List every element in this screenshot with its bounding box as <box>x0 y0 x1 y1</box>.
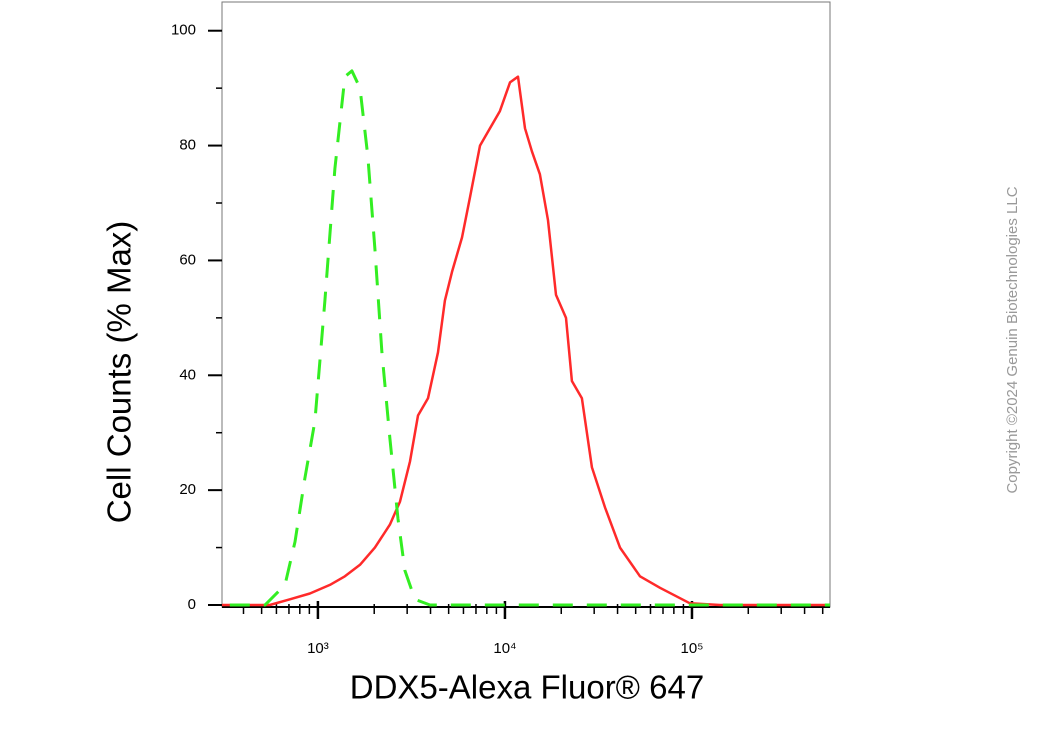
copyright: Copyright ©2024 Genuin Biotechnologies L… <box>1004 186 1021 493</box>
x-tick-label: 10⁵ <box>681 640 704 657</box>
y-tick-label: 60 <box>179 251 196 268</box>
plot-frame <box>221 1 831 608</box>
y-tick-label: 80 <box>179 137 196 154</box>
x-tick-label: 10³ <box>307 640 329 657</box>
x-tick-label: 10⁴ <box>493 640 516 657</box>
y-tick-label: 40 <box>179 366 196 383</box>
y-tick-label: 100 <box>171 22 196 39</box>
y-tick-label: 0 <box>188 596 196 613</box>
y-axis-label: Cell Counts (% Max) <box>101 221 138 524</box>
y-tick-label: 20 <box>179 481 196 498</box>
series-line <box>229 69 830 607</box>
series-line <box>222 75 830 607</box>
x-axis-label: DDX5-Alexa Fluor® 647 <box>350 669 704 706</box>
